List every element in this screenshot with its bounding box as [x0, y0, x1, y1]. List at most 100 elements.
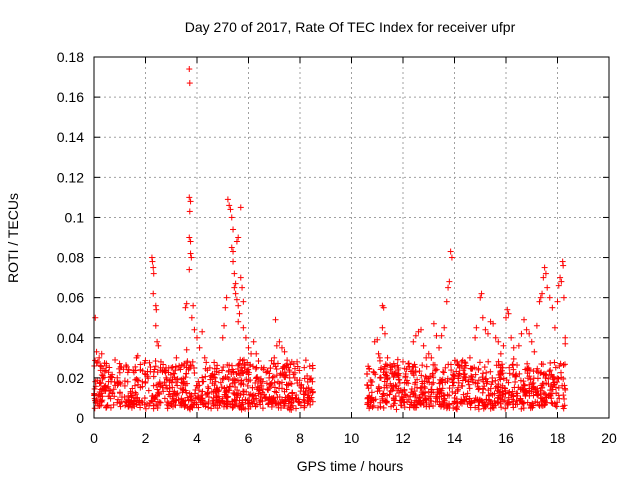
data-point: [187, 362, 194, 369]
data-point: [538, 382, 545, 389]
data-point: [212, 378, 219, 385]
data-point: [107, 373, 114, 380]
data-point: [253, 386, 260, 393]
data-point: [137, 361, 144, 368]
data-point: [461, 359, 468, 366]
data-point: [223, 398, 230, 405]
data-point: [517, 377, 524, 384]
data-point: [187, 198, 194, 205]
data-point: [294, 377, 301, 384]
data-point: [526, 401, 533, 408]
data-point: [142, 371, 149, 378]
data-point: [199, 395, 206, 402]
data-point: [179, 398, 186, 405]
data-point: [510, 398, 517, 405]
data-point: [234, 394, 241, 401]
data-point: [300, 396, 307, 403]
data-point: [253, 374, 260, 381]
data-point: [209, 397, 216, 404]
data-point: [170, 390, 177, 397]
data-point: [497, 350, 504, 357]
data-point: [199, 374, 206, 381]
data-point: [183, 300, 190, 307]
data-point: [230, 258, 237, 265]
data-point: [248, 350, 255, 357]
data-point: [364, 395, 371, 402]
data-point: [426, 373, 433, 380]
data-point: [152, 322, 159, 329]
data-point: [96, 380, 103, 387]
data-point: [419, 380, 426, 387]
data-point: [301, 397, 308, 404]
data-point: [228, 371, 235, 378]
data-point: [396, 376, 403, 383]
data-point: [194, 334, 200, 341]
data-point: [371, 369, 378, 376]
data-point: [105, 369, 112, 376]
data-point: [418, 326, 425, 333]
data-point: [379, 391, 386, 398]
data-point: [475, 365, 482, 372]
data-point: [196, 382, 203, 389]
data-point: [466, 385, 473, 392]
data-point: [92, 314, 99, 321]
data-point: [235, 234, 242, 241]
data-point: [117, 390, 124, 397]
data-point: [116, 379, 123, 386]
data-point: [448, 367, 455, 374]
data-point: [142, 405, 149, 412]
data-point: [288, 406, 295, 413]
x-tick-label: 0: [90, 430, 98, 446]
data-point: [390, 394, 397, 401]
data-point: [112, 356, 119, 363]
data-point: [305, 389, 312, 396]
data-point: [379, 395, 386, 402]
data-point: [415, 397, 422, 404]
data-point: [228, 362, 235, 369]
data-point: [495, 399, 502, 406]
data-point: [495, 362, 502, 369]
x-tick-labels: 0 2 4 6 8 10 12 14 16 18 20: [90, 430, 617, 446]
data-point: [474, 380, 481, 387]
data-point: [190, 302, 197, 309]
data-point: [305, 398, 312, 405]
data-point: [513, 371, 520, 378]
data-point: [163, 374, 170, 381]
data-point: [261, 394, 268, 401]
data-point: [281, 348, 288, 355]
data-point: [284, 405, 291, 412]
data-point: [250, 338, 257, 345]
data-point: [384, 384, 391, 391]
data-point: [283, 371, 290, 378]
data-point: [522, 393, 529, 400]
data-point: [475, 386, 482, 393]
data-point: [268, 357, 275, 364]
data-point: [272, 400, 279, 407]
data-point: [476, 359, 483, 366]
data-point: [235, 361, 242, 368]
data-point: [513, 397, 520, 404]
data-point: [180, 375, 187, 382]
data-point: [395, 372, 402, 379]
data-point: [442, 364, 449, 371]
data-point: [509, 388, 516, 395]
data-point: [443, 298, 450, 305]
y-tick-label: 0.14: [57, 129, 84, 145]
data-point: [114, 399, 121, 406]
data-point: [195, 393, 202, 400]
data-point: [199, 388, 206, 395]
data-point: [186, 208, 193, 215]
data-point: [499, 361, 506, 368]
data-point: [430, 361, 437, 368]
data-point: [380, 304, 387, 311]
y-tick-label: 0.02: [57, 370, 84, 386]
data-point: [98, 398, 105, 405]
data-point: [253, 395, 260, 402]
data-point: [400, 358, 406, 365]
data-point: [116, 360, 123, 367]
data-point: [433, 393, 440, 400]
data-point: [199, 328, 206, 335]
data-point: [292, 405, 299, 412]
data-point: [390, 374, 397, 381]
data-point: [401, 365, 408, 372]
